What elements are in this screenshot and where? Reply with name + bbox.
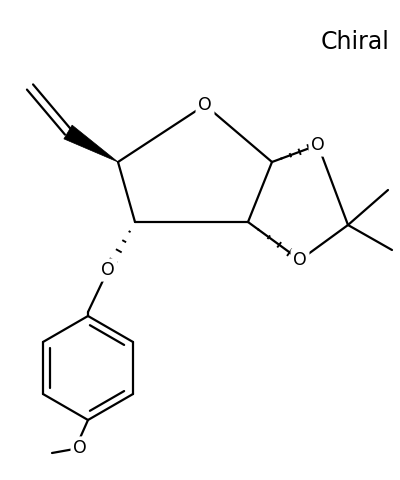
Text: O: O (198, 96, 212, 114)
Text: O: O (311, 136, 325, 154)
Text: Chiral: Chiral (321, 30, 390, 54)
Text: O: O (101, 261, 115, 279)
Polygon shape (64, 125, 118, 162)
Text: O: O (293, 251, 307, 269)
Text: O: O (73, 439, 87, 457)
